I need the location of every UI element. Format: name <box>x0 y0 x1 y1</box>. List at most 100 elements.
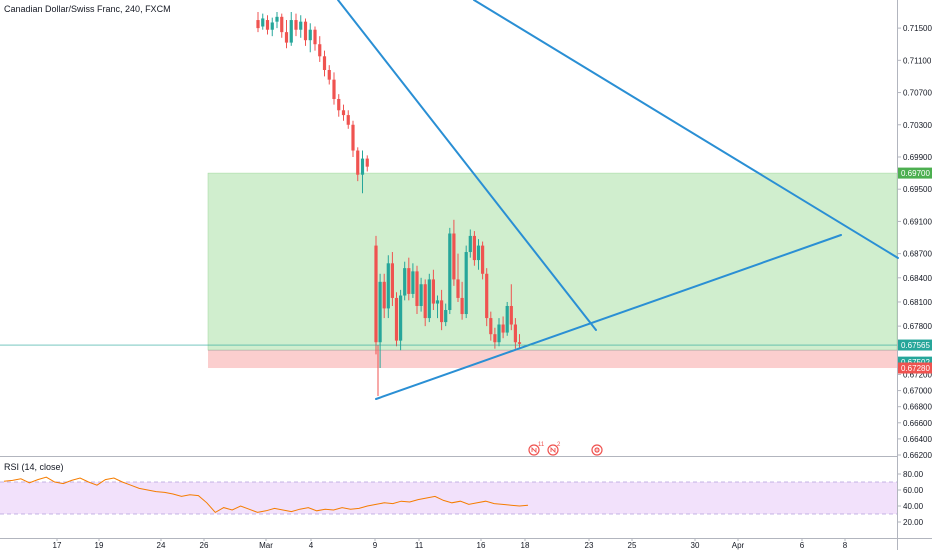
alert-icon[interactable] <box>591 444 603 456</box>
time-tick-label: 16 <box>477 541 486 550</box>
candle <box>351 120 355 157</box>
candle-body <box>284 32 289 43</box>
candle <box>308 23 312 53</box>
candle-body <box>407 268 411 294</box>
candle-body <box>489 318 493 335</box>
trendlines[interactable] <box>337 0 899 400</box>
rsi-tick-label: 60.00 <box>903 486 924 495</box>
trendline-descending-inner[interactable] <box>337 0 597 331</box>
candle-body <box>485 273 489 319</box>
candle <box>275 12 279 29</box>
current-price-tag-bg <box>898 339 932 351</box>
event-markers[interactable]: 11 2 <box>528 442 603 456</box>
countdown-tag: 03:55:23 <box>898 350 932 362</box>
candle-body <box>427 279 431 319</box>
candle-body <box>440 300 444 323</box>
candle <box>337 94 341 117</box>
entry-price-tag-bg <box>898 356 932 368</box>
candle <box>399 289 403 351</box>
price-tick-label: 0.67800 <box>903 322 932 331</box>
current-price-tag: 0.67565 <box>898 339 932 351</box>
candle-body <box>313 29 317 45</box>
price-tick-label: 0.67200 <box>903 370 932 379</box>
candle-body <box>423 284 427 319</box>
price-tick-label: 0.69900 <box>903 153 932 162</box>
rsi-tick-label: 80.00 <box>903 470 924 479</box>
candle <box>517 334 522 349</box>
candle <box>481 241 485 280</box>
dividend-icon[interactable]: 2 <box>547 442 561 456</box>
trendline-descending-outer[interactable] <box>473 0 899 259</box>
price-tick-label: 0.66400 <box>903 435 932 444</box>
candle <box>265 15 270 35</box>
price-tick-label: 0.69500 <box>903 185 932 194</box>
price-tick-label: 0.68100 <box>903 298 932 307</box>
candle <box>468 229 472 258</box>
candle-body <box>270 22 274 30</box>
candle-body <box>378 281 382 343</box>
price-tick-label: 0.66800 <box>903 403 932 412</box>
time-tick-label: 18 <box>521 541 530 550</box>
candle <box>327 65 331 85</box>
price-tick-label: 0.71100 <box>903 56 932 65</box>
time-tick-label: 30 <box>691 541 700 550</box>
candle-body <box>299 21 303 30</box>
candle <box>415 265 419 315</box>
time-tick-label: 26 <box>200 541 209 550</box>
candle-body <box>308 29 312 41</box>
candle <box>284 20 289 49</box>
candle <box>356 147 360 182</box>
earnings-icon[interactable]: 11 <box>528 442 545 456</box>
countdown-tag-bg <box>898 350 932 362</box>
candle-body <box>476 245 481 261</box>
time-tick-label: Mar <box>259 541 273 550</box>
candle-body <box>365 158 369 167</box>
stop-price-tag-text: 0.67280 <box>901 364 930 373</box>
candle-body <box>403 268 407 296</box>
candle-body <box>444 310 448 323</box>
stop-price-tag: 0.67280 <box>898 362 932 374</box>
price-axis[interactable]: 0.71500 0.71100 0.70700 0.70300 0.69900 0.695… <box>897 24 932 460</box>
event-glyph <box>531 446 537 454</box>
candle-body <box>415 271 419 306</box>
candle <box>456 253 460 302</box>
candle-body <box>411 271 415 294</box>
candle <box>341 104 346 121</box>
candle <box>444 303 448 327</box>
candle-body <box>493 334 497 343</box>
candle <box>476 239 481 270</box>
price-tick-label: 0.68700 <box>903 250 932 259</box>
candle-body <box>501 324 505 333</box>
candle-body <box>337 98 341 111</box>
price-tick-label: 0.70700 <box>903 89 932 98</box>
candle <box>509 284 513 331</box>
candle <box>289 12 293 46</box>
candle-body <box>341 110 346 116</box>
target-price-tag-bg <box>898 167 932 179</box>
rsi-title: RSI (14, close) <box>4 462 64 472</box>
candle <box>472 231 476 266</box>
candle <box>382 273 386 319</box>
candle-body <box>351 124 355 151</box>
trendline-ascending-support[interactable] <box>375 234 842 400</box>
candle <box>322 50 327 77</box>
price-tick-label: 0.66200 <box>903 451 932 460</box>
candles <box>256 12 522 396</box>
candle-body <box>303 21 308 41</box>
price-tick-label: 0.66600 <box>903 419 932 428</box>
time-tick-label: 17 <box>53 541 62 550</box>
countdown-tag-text: 03:55:23 <box>901 352 932 361</box>
time-axis[interactable]: 17 19 24 26 Mar 4 9 11 16 18 23 25 30 Apr 6 8 <box>53 538 848 550</box>
candle <box>360 150 365 194</box>
candle <box>394 292 399 347</box>
candle-body <box>346 115 350 125</box>
time-tick-label: 19 <box>95 541 104 550</box>
candle <box>365 155 369 172</box>
candle <box>261 13 265 30</box>
rsi-band <box>0 482 897 514</box>
candle <box>256 12 260 33</box>
rsi-axis: 80.00 60.00 40.00 20.00 <box>897 470 924 527</box>
candle-body <box>374 245 378 343</box>
candle-body <box>394 297 399 341</box>
